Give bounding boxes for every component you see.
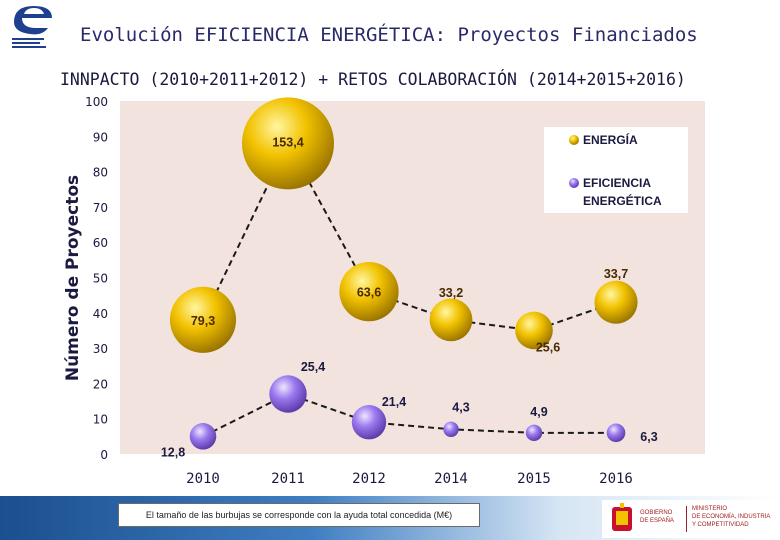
data-label-energia: 79,3 [191,314,215,328]
y-tick-label: 20 [93,377,108,391]
legend-marker-eficiencia [569,178,579,188]
footnote: El tamaño de las burbujas se corresponde… [118,503,480,527]
x-tick-label: 2014 [434,471,468,487]
y-tick-label: 40 [93,307,108,321]
ministry-text-line: Y COMPETITIVIDAD [692,522,749,528]
x-tick-label: 2010 [186,471,220,487]
data-label-eficiencia: 6,3 [640,430,657,444]
y-tick-label: 70 [93,201,108,215]
data-label-eficiencia: 25,4 [301,360,325,374]
bubble-energia-2010 [169,286,237,353]
ministry-text-line: MINISTERIO [692,506,728,512]
data-label-energia: 153,4 [272,135,303,149]
x-tick-label: 2015 [517,471,551,487]
bubble-energia-2016 [594,280,638,324]
bubble-eficiencia-2010 [189,423,217,450]
y-tick-label: 100 [85,95,108,109]
gov-separator [686,506,687,532]
y-tick-label: 60 [93,236,108,250]
data-label-eficiencia: 4,9 [530,405,547,419]
bubble-eficiencia-2012 [351,405,387,440]
y-tick-label: 80 [93,166,108,180]
bubble-chart: 79,3 153,4 63,6 33,2 25,6 33,7 12,8 25,4 21,4 4,3… [63,95,705,487]
legend-box [544,127,688,213]
coat-of-arms-icon [612,503,632,531]
series-line-eficiencia [202,392,616,438]
chart-subtitle: INNPACTO (2010+2011+2012) + RETOS COLABO… [60,70,686,89]
ministry-logo [8,2,58,52]
data-label-energia: 63,6 [357,286,381,300]
ministry-text-line: DE ECONOMÍA, INDUSTRIA [692,514,771,520]
bubble-energia-2015 [515,311,553,350]
page-title: Evolución EFICIENCIA ENERGÉTICA: Proyect… [80,24,698,46]
x-tick-label: 2011 [271,471,305,487]
bubble-eficiencia-2015 [525,424,543,442]
data-label-eficiencia: 4,3 [452,400,469,414]
bubble-energia-2011 [242,97,334,190]
bubble-eficiencia-2016 [606,423,626,443]
x-tick-label: 2012 [352,471,386,487]
bubble-eficiencia-2014 [443,421,459,437]
bubble-energia-2014 [429,298,473,342]
y-tick-label: 10 [93,413,108,427]
government-logo: GOBIERNO DE ESPAÑA MINISTERIO DE ECONOMÍ… [602,500,778,538]
gov-text-line: GOBIERNO [640,510,673,516]
data-label-eficiencia: 21,4 [382,395,406,409]
legend-label-eficiencia: EFICIENCIA [583,176,651,190]
y-tick-label: 0 [100,448,108,462]
y-tick-label: 90 [93,130,108,144]
data-label-energia: 25,6 [536,340,560,354]
x-tick-label: 2016 [599,471,633,487]
y-tick-label: 50 [93,272,108,286]
gov-text-line: DE ESPAÑA [640,518,674,524]
data-label-eficiencia: 12,8 [161,445,185,459]
bubble-eficiencia-2011 [269,375,307,413]
data-label-energia: 33,2 [439,286,463,300]
data-label-energia: 33,7 [604,267,628,281]
legend-label-energia: ENERGÍA [583,132,638,147]
y-tick-label: 30 [93,342,108,356]
y-axis-label: Número de Proyectos [63,175,83,381]
bubble-energia-2012 [339,262,399,322]
legend-marker-energia [569,135,579,145]
legend-label-eficiencia: ENERGÉTICA [583,193,662,208]
